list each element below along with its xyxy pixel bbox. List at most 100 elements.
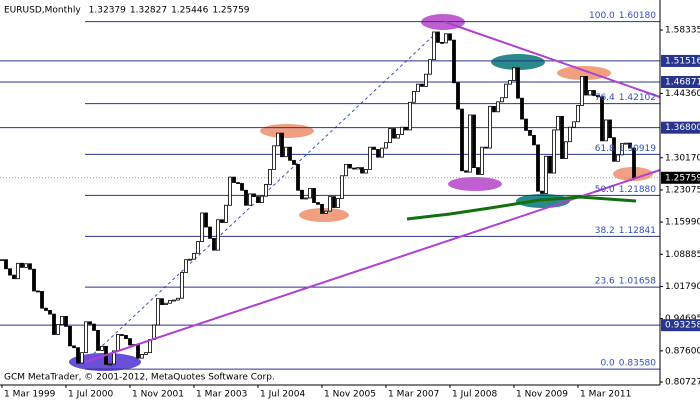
candles [0, 31, 636, 366]
candle [596, 95, 600, 98]
candle [464, 170, 468, 173]
candle [236, 182, 240, 184]
level-label: 1.46871 [665, 78, 700, 88]
candle [124, 335, 128, 339]
candle [404, 126, 408, 131]
candle [624, 142, 628, 145]
candle [376, 149, 380, 158]
candle [252, 193, 256, 198]
y-tick-label: 1.15990 [665, 218, 700, 228]
candle [40, 291, 44, 309]
candle [604, 119, 608, 142]
candle [200, 212, 204, 242]
level-label-box [661, 54, 700, 67]
fib-ratio: 50.0 [595, 185, 615, 195]
candle [556, 115, 560, 131]
candle [392, 128, 396, 139]
candle [24, 263, 28, 268]
x-tick-label: 1 Mar 2003 [196, 390, 247, 400]
y-tick-label: 0.80727 [665, 378, 700, 388]
candle [84, 321, 88, 354]
x-tick-label: 1 Jul 2004 [260, 390, 305, 400]
candle [4, 259, 8, 270]
x-tick-label: 1 Nov 2005 [324, 390, 376, 400]
candle [616, 154, 620, 162]
x-tick-label: 1 Nov 2009 [516, 390, 568, 400]
candle [304, 197, 308, 200]
x-tick-label: 1 Jul 2008 [452, 390, 497, 400]
candle [592, 90, 596, 96]
candle [460, 108, 464, 172]
level-label: 0.93258 [665, 321, 700, 331]
candle [156, 298, 160, 326]
candle [420, 83, 424, 87]
candle [72, 345, 76, 349]
candle [276, 132, 280, 147]
y-tick-label: 1.23075 [665, 185, 700, 195]
candle [244, 189, 248, 206]
level-label-box [661, 76, 700, 89]
candle [612, 137, 616, 162]
candle [220, 219, 224, 223]
candle [552, 129, 556, 174]
ohlc-value: 1.25759 [212, 6, 249, 16]
x-tick-label: 1 Jul 2000 [68, 390, 113, 400]
candle [456, 82, 460, 110]
candle [524, 118, 528, 131]
moving-average [406, 195, 637, 221]
x-tick-label: 1 Mar 1999 [4, 390, 56, 400]
y-tick-label: 1.44360 [665, 89, 700, 99]
candle [176, 297, 180, 301]
candle [224, 204, 228, 223]
candle [100, 345, 104, 351]
candle [560, 115, 564, 159]
candle [212, 237, 216, 251]
candle [440, 42, 444, 44]
candle [8, 268, 12, 276]
candle [240, 183, 244, 191]
candle [388, 128, 392, 144]
candle [364, 169, 368, 174]
current-price: 1.25759 [665, 173, 700, 183]
candle [140, 354, 144, 359]
candle [568, 126, 572, 143]
candle [32, 268, 36, 292]
candle [128, 338, 132, 346]
candle [324, 210, 328, 214]
y-tick-label: 1.08885 [665, 250, 700, 260]
candle [184, 259, 188, 273]
fib-ratio: 23.6 [595, 277, 615, 287]
candle [208, 226, 212, 239]
candle [472, 114, 476, 168]
candle [268, 169, 272, 185]
x-tick-label: 1 Mar 2011 [580, 390, 631, 400]
candle [528, 130, 532, 136]
candle [168, 300, 172, 304]
candle [96, 330, 100, 351]
candle [608, 119, 612, 139]
candle [580, 76, 584, 106]
candle [68, 325, 72, 347]
candle [520, 97, 524, 120]
y-tick-label: 1.58335 [665, 26, 700, 36]
level-label: 1.36800 [665, 123, 700, 133]
candle [356, 167, 360, 170]
candle [92, 323, 96, 331]
candle [432, 31, 436, 61]
candle [436, 31, 440, 43]
candle [444, 33, 448, 44]
candle [576, 105, 580, 123]
candle [216, 219, 220, 251]
candle [344, 164, 348, 177]
candle [352, 167, 356, 170]
candle [60, 315, 64, 325]
candle [108, 363, 112, 366]
candle [296, 164, 300, 191]
candle [332, 196, 336, 208]
y-tick-label: 0.94695 [665, 314, 700, 324]
candle [516, 67, 520, 99]
candle [532, 134, 536, 146]
candle [196, 241, 200, 254]
fib-ratio: 61.8 [595, 144, 615, 154]
trend-line [444, 21, 661, 98]
